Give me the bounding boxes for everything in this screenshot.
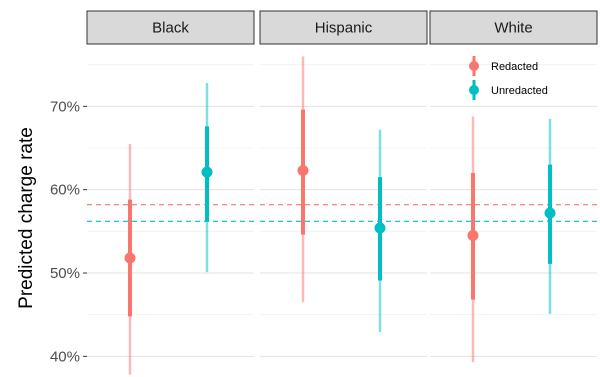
facet-panels: Black Hispanic White (86, 10, 598, 375)
y-tick-label: 70% (50, 98, 80, 115)
y-tick-label: 50% (50, 265, 80, 282)
legend-label: Unredacted (491, 85, 548, 97)
y-axis: 40% 50% 60% 70% (50, 98, 87, 365)
pointrange-redacted-white (467, 116, 479, 363)
strip-label-hispanic: Hispanic (315, 20, 373, 37)
pointrange-unredacted-white (544, 118, 556, 314)
point-estimate (297, 165, 309, 176)
strip-black (86, 10, 255, 45)
pointrange-redacted-hispanic (297, 56, 309, 303)
point-estimate (467, 230, 479, 241)
panel-black: Black (86, 10, 255, 375)
pointrange-redacted-black (124, 143, 136, 375)
pointrange-unredacted-hispanic (374, 129, 386, 333)
strip-label-black: Black (152, 20, 189, 37)
strip-hispanic (259, 10, 428, 45)
legend: Redacted Unredacted (469, 56, 548, 100)
point-estimate (201, 166, 213, 178)
legend-item-redacted: Redacted (469, 56, 538, 76)
y-tick-label: 60% (50, 182, 80, 199)
pointrange-unredacted-black (201, 83, 213, 273)
strip-white (429, 10, 598, 45)
point-estimate (124, 252, 136, 264)
y-axis-title: Predicted charge rate (16, 127, 37, 309)
legend-label: Redacted (491, 61, 538, 73)
point-estimate (374, 222, 386, 234)
y-tick-label: 40% (50, 348, 80, 365)
strip-label-white: White (494, 20, 532, 37)
legend-key-point (469, 61, 479, 71)
panel-hispanic: Hispanic (259, 10, 428, 357)
legend-key-point (469, 85, 479, 95)
point-estimate (544, 207, 556, 219)
panel-white: White (429, 10, 598, 363)
legend-item-unredacted: Unredacted (469, 80, 548, 100)
